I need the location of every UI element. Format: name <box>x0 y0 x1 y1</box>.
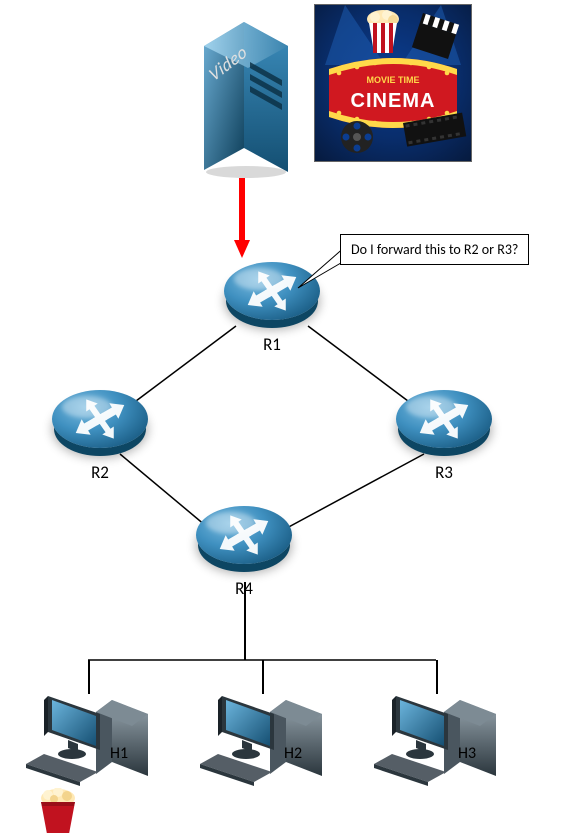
router-r1: R1 <box>224 262 320 355</box>
cinema-banner-main: CINEMA <box>351 90 436 112</box>
hostdrop-h3 <box>436 660 438 694</box>
popcorn-icon <box>36 788 80 833</box>
cinema-badge: MOVIE TIME CINEMA <box>314 4 472 162</box>
hostdrop-h2 <box>262 660 264 694</box>
router-r4: R4 <box>196 506 292 599</box>
callout-box: Do I forward this to R2 or R3? <box>340 234 529 265</box>
data-arrow <box>234 178 250 260</box>
host-h3-label: H3 <box>458 744 476 763</box>
host-h3: H3 <box>368 690 488 795</box>
host-h1: H1 <box>20 690 140 795</box>
host-h1-label: H1 <box>110 744 128 763</box>
callout-text: Do I forward this to R2 or R3? <box>351 241 518 258</box>
router-r4-label: R4 <box>196 578 292 599</box>
host-h2: H2 <box>194 690 314 795</box>
router-r3-label: R3 <box>396 462 492 483</box>
router-r2: R2 <box>52 390 148 483</box>
router-r2-label: R2 <box>52 462 148 483</box>
video-server: Video <box>200 4 292 174</box>
router-r3: R3 <box>396 390 492 483</box>
host-h2-label: H2 <box>284 744 302 763</box>
router-r1-label: R1 <box>224 334 320 355</box>
diagram-stage: Video <box>0 0 565 833</box>
cinema-banner-top: MOVIE TIME <box>366 75 419 85</box>
hostdrop-h1 <box>88 660 90 694</box>
